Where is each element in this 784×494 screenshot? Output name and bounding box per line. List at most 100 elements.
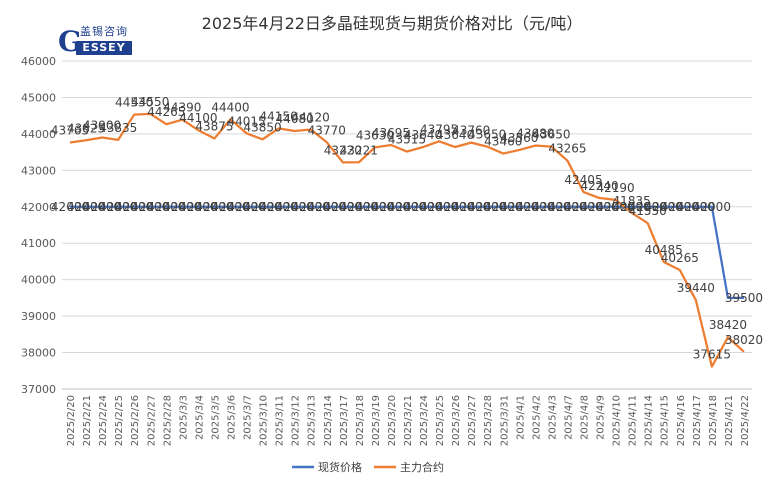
data-label: 42000 <box>131 200 169 214</box>
y-tick-label: 42000 <box>21 201 56 214</box>
data-label: 42000 <box>516 200 554 214</box>
logo-letter: G <box>58 25 82 58</box>
x-tick-label: 2025/4/10 <box>612 395 623 446</box>
data-label: 44530 <box>115 96 153 110</box>
y-tick-label: 45000 <box>21 91 56 104</box>
x-tick-label: 2025/4/11 <box>628 395 639 446</box>
data-label: 42000 <box>211 200 249 214</box>
data-label: 42000 <box>580 200 618 214</box>
x-tick-label: 2025/4/9 <box>596 395 607 440</box>
data-label: 42000 <box>115 200 153 214</box>
data-label: 42000 <box>83 200 121 214</box>
legend-label: 主力合约 <box>400 460 444 474</box>
data-label: 40265 <box>661 251 699 265</box>
data-label: 37615 <box>693 348 731 362</box>
data-label: 42000 <box>67 200 105 214</box>
x-tick-label: 2025/4/14 <box>644 395 655 446</box>
data-label: 42000 <box>532 200 570 214</box>
data-label: 42000 <box>597 200 635 214</box>
x-tick-label: 2025/3/17 <box>339 395 350 446</box>
x-tick-label: 2025/3/11 <box>275 395 286 446</box>
data-label: 42000 <box>243 200 281 214</box>
x-tick-label: 2025/4/16 <box>676 395 687 446</box>
data-label: 43650 <box>468 128 506 142</box>
logo-chinese-text: 盖锡咨询 <box>80 25 128 38</box>
data-label: 42000 <box>147 200 185 214</box>
data-label: 43640 <box>404 128 442 142</box>
data-label: 41550 <box>629 204 667 218</box>
data-label: 42000 <box>163 200 201 214</box>
data-label: 44150 <box>260 109 298 123</box>
x-tick-label: 2025/3/25 <box>435 395 446 446</box>
data-label: 44550 <box>131 95 169 109</box>
data-label: 38420 <box>709 318 747 332</box>
x-tick-label: 2025/4/22 <box>740 395 751 446</box>
data-label: 42000 <box>227 200 265 214</box>
data-label: 42000 <box>693 200 731 214</box>
x-tick-label: 2025/2/27 <box>146 395 157 446</box>
data-label: 42000 <box>179 200 217 214</box>
data-label: 42000 <box>340 200 378 214</box>
data-label: 42190 <box>597 181 635 195</box>
data-label: 38020 <box>725 333 763 347</box>
data-label: 43760 <box>452 124 490 138</box>
data-label: 39440 <box>677 281 715 295</box>
x-tick-label: 2025/3/27 <box>467 395 478 446</box>
y-tick-label: 41000 <box>21 237 56 250</box>
data-label: 42000 <box>195 200 233 214</box>
data-label: 43220 <box>324 143 362 157</box>
data-label: 42000 <box>260 200 298 214</box>
x-tick-label: 2025/3/24 <box>419 395 430 446</box>
data-label: 42000 <box>324 200 362 214</box>
data-label: 42000 <box>356 200 394 214</box>
x-tick-label: 2025/4/7 <box>563 395 574 440</box>
x-tick-label: 2025/2/28 <box>162 395 173 446</box>
x-tick-label: 2025/4/15 <box>660 395 671 446</box>
y-tick-label: 46000 <box>21 55 56 68</box>
data-label: 43825 <box>67 121 105 135</box>
chart-title: 2025年4月22日多晶硅现货与期货价格对比（元/吨） <box>201 14 583 33</box>
x-tick-label: 2025/4/21 <box>724 395 735 446</box>
data-label: 43835 <box>99 121 137 135</box>
data-label: 42000 <box>661 200 699 214</box>
data-label: 42000 <box>292 200 330 214</box>
x-tick-label: 2025/2/25 <box>114 395 125 446</box>
x-tick-label: 2025/4/3 <box>547 395 558 440</box>
spot-price-line <box>70 205 744 300</box>
data-label: 42000 <box>677 200 715 214</box>
y-tick-label: 44000 <box>21 128 56 141</box>
data-label: 44390 <box>163 101 201 115</box>
data-label: 44100 <box>179 111 217 125</box>
x-tick-label: 2025/3/21 <box>403 395 414 446</box>
data-label: 43265 <box>548 142 586 156</box>
x-tick-label: 2025/4/17 <box>692 395 703 446</box>
data-label: 44120 <box>292 111 330 125</box>
data-label: 42000 <box>388 200 426 214</box>
data-label: 42000 <box>613 200 651 214</box>
x-tick-label: 2025/4/18 <box>708 395 719 446</box>
data-label: 42000 <box>500 200 538 214</box>
data-label: 42000 <box>452 200 490 214</box>
data-label: 42405 <box>564 173 602 187</box>
data-label: 43770 <box>308 123 346 137</box>
x-tick-label: 2025/2/21 <box>82 395 93 446</box>
data-label: 42000 <box>420 200 458 214</box>
x-tick-label: 2025/3/12 <box>291 395 302 446</box>
data-label: 43680 <box>516 127 554 141</box>
data-label: 43221 <box>340 143 378 157</box>
data-label: 42000 <box>564 200 602 214</box>
x-tick-label: 2025/2/26 <box>130 395 141 446</box>
data-label: 43650 <box>532 128 570 142</box>
x-tick-label: 2025/3/18 <box>355 395 366 446</box>
x-tick-label: 2025/4/8 <box>580 395 591 440</box>
data-label: 43765 <box>51 123 89 137</box>
data-label: 42000 <box>629 200 667 214</box>
logo-english-text: ESSEY <box>76 41 132 55</box>
x-tick-label: 2025/2/20 <box>66 395 77 446</box>
x-tick-label: 2025/3/20 <box>387 395 398 446</box>
data-label: 42000 <box>308 200 346 214</box>
data-label: 43515 <box>388 133 426 147</box>
x-tick-label: 2025/3/10 <box>259 395 270 446</box>
data-label: 42000 <box>372 200 410 214</box>
